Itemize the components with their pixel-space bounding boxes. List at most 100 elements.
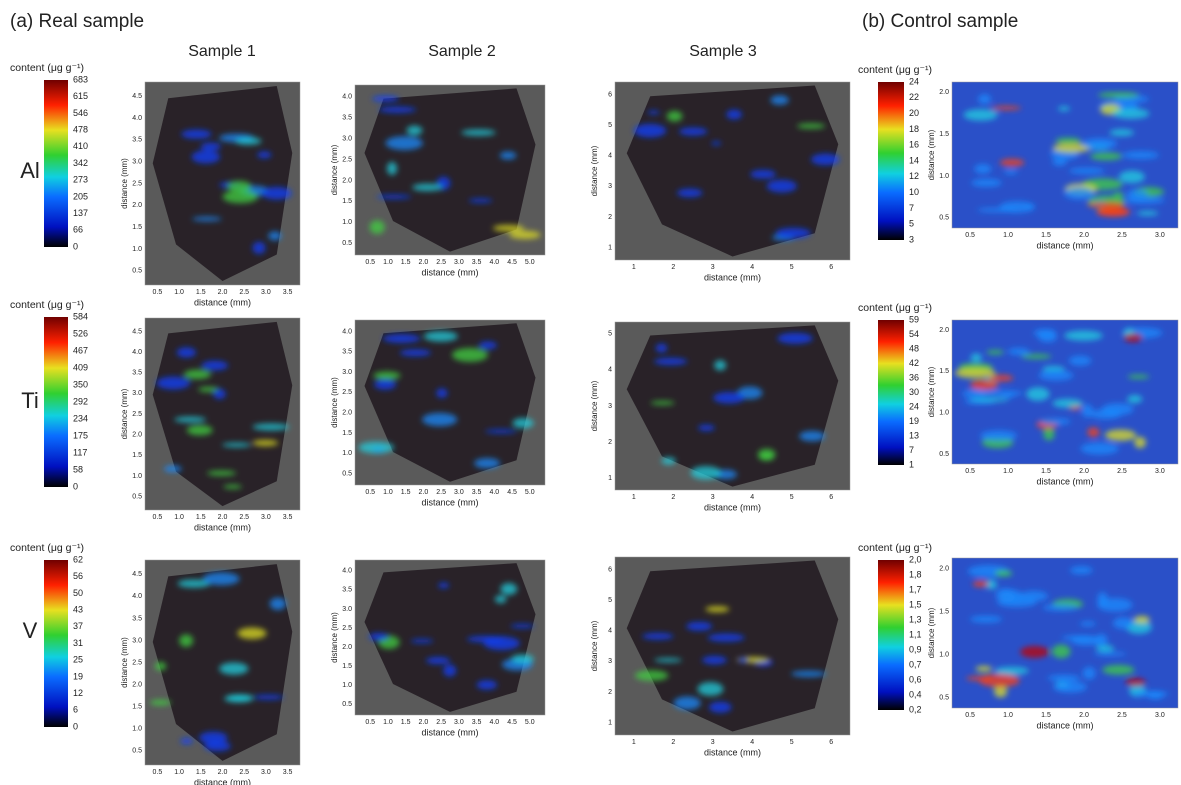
hotspot xyxy=(198,386,220,393)
colorbar-tick-label: 56 xyxy=(73,571,83,581)
x-tick-label: 3.5 xyxy=(283,769,293,776)
y-tick-label: 2 xyxy=(608,214,612,221)
colorbar-tick-label: 409 xyxy=(73,362,88,372)
x-axis-label: distance (mm) xyxy=(194,522,251,532)
colorbar-tick-label: 12 xyxy=(909,171,919,181)
colorbar-tick-label: 16 xyxy=(909,140,919,150)
x-tick-label: 2.0 xyxy=(419,489,429,496)
x-tick-label: 2.5 xyxy=(436,719,446,726)
colorbar-tick-label: 683 xyxy=(73,74,88,84)
y-tick-label: 0.5 xyxy=(939,451,949,458)
hotspot xyxy=(385,136,423,151)
hotspot xyxy=(974,163,992,174)
y-tick-label: 0.5 xyxy=(939,694,949,701)
colorbar-tick-label: 37 xyxy=(73,621,83,631)
hotspot xyxy=(686,621,713,631)
y-axis-label: distance (mm) xyxy=(330,144,339,195)
hotspot xyxy=(438,582,450,589)
hotspot xyxy=(714,360,727,371)
colorbar-tick-label: 31 xyxy=(73,638,83,648)
y-tick-label: 4.0 xyxy=(132,115,142,122)
hotspot xyxy=(980,430,1018,441)
x-tick-label: 1 xyxy=(632,739,636,746)
hotspot xyxy=(975,665,993,672)
y-tick-label: 1 xyxy=(608,475,612,482)
colorbar-tick-label: 0,4 xyxy=(909,689,922,699)
x-tick-label: 1.5 xyxy=(401,719,411,726)
plot-frame xyxy=(144,81,301,286)
column-title: Sample 1 xyxy=(188,43,256,60)
hotspot xyxy=(1090,152,1123,161)
hotspot xyxy=(1047,674,1081,682)
y-tick-label: 3.5 xyxy=(342,115,352,122)
colorbar-tick-label: 1,1 xyxy=(909,629,922,639)
x-tick-label: 3.5 xyxy=(472,719,482,726)
hotspot xyxy=(1096,209,1129,217)
hotspot xyxy=(371,95,400,102)
x-tick-label: 0.5 xyxy=(965,232,975,239)
plot-frame xyxy=(354,319,546,486)
heatmap-image xyxy=(355,320,545,485)
x-tick-label: 1.0 xyxy=(383,719,393,726)
y-tick-label: 4.5 xyxy=(132,328,142,335)
hotspot xyxy=(678,127,708,136)
hotspot xyxy=(985,579,997,590)
part-a-title: (a) Real sample xyxy=(10,11,144,32)
x-axis-label: distance (mm) xyxy=(421,727,478,737)
colorbar-tick-label: 54 xyxy=(909,329,919,339)
hotspot xyxy=(399,349,432,357)
hotspot xyxy=(1127,374,1150,379)
y-tick-label: 1.5 xyxy=(939,608,949,615)
hotspot xyxy=(777,332,813,344)
x-tick-label: 2 xyxy=(671,739,675,746)
x-tick-label: 1.5 xyxy=(196,769,206,776)
y-tick-label: 1.5 xyxy=(132,224,142,231)
hotspot xyxy=(1025,203,1036,210)
hotspot xyxy=(1071,635,1102,646)
hotspot xyxy=(654,658,682,663)
y-tick-label: 0.5 xyxy=(132,268,142,275)
colorbar-tick-label: 0,9 xyxy=(909,644,922,654)
hotspot xyxy=(1000,589,1023,602)
y-tick-label: 1.5 xyxy=(342,663,352,670)
hotspot xyxy=(466,635,505,643)
x-tick-label: 4.5 xyxy=(507,489,517,496)
x-tick-label: 5 xyxy=(790,264,794,271)
x-tick-label: 2.5 xyxy=(1117,468,1127,475)
y-tick-label: 3.5 xyxy=(132,370,142,377)
hotspot xyxy=(378,106,417,113)
colorbar-tick-label: 59 xyxy=(909,314,919,324)
x-tick-label: 2.5 xyxy=(239,514,249,521)
x-tick-label: 1.5 xyxy=(196,514,206,521)
hotspot xyxy=(510,623,535,629)
x-axis-label: distance (mm) xyxy=(1036,240,1093,250)
x-tick-label: 0.5 xyxy=(153,289,163,296)
colorbar-tick-label: 50 xyxy=(73,588,83,598)
plot-frame xyxy=(614,81,851,261)
hotspot xyxy=(512,417,534,429)
hotspot xyxy=(186,424,213,436)
y-tick-label: 1.0 xyxy=(132,725,142,732)
hotspot xyxy=(994,666,1029,675)
hotspot xyxy=(1021,354,1052,359)
x-axis-label: distance (mm) xyxy=(704,502,761,512)
y-axis-label: distance (mm) xyxy=(330,612,339,663)
x-tick-label: 1.5 xyxy=(196,289,206,296)
hotspot xyxy=(972,580,989,587)
colorbar-tick-label: 18 xyxy=(909,124,919,134)
hotspot xyxy=(174,416,207,423)
hotspot xyxy=(1068,355,1092,366)
colorbar-tick-label: 1,7 xyxy=(909,584,922,594)
hotspot xyxy=(1123,333,1143,343)
hotspot xyxy=(1087,202,1125,208)
hotspot xyxy=(202,572,240,586)
colorbar-title: content (μg g⁻¹) xyxy=(858,302,932,314)
y-tick-label: 1.5 xyxy=(939,131,949,138)
hotspot xyxy=(1127,395,1143,404)
x-tick-label: 3.0 xyxy=(261,769,271,776)
y-tick-label: 1.0 xyxy=(342,682,352,689)
hotspot xyxy=(676,188,703,198)
hotspot xyxy=(705,606,730,613)
hotspots xyxy=(963,92,1165,217)
